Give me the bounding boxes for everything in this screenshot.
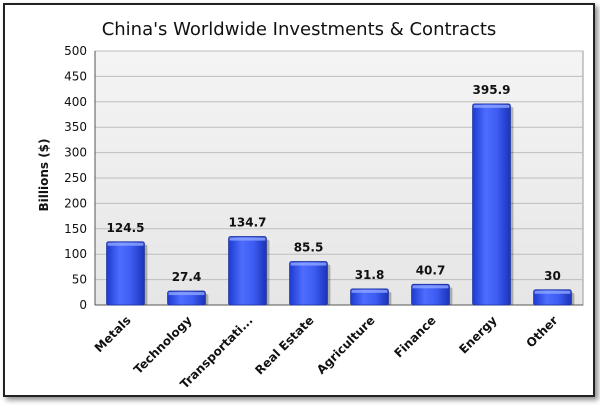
y-tick-label: 150 <box>64 222 87 236</box>
y-tick-label: 400 <box>64 95 87 109</box>
bar <box>289 261 328 306</box>
x-tick-label: Agriculture <box>314 313 378 377</box>
chart-title: China's Worldwide Investments & Contract… <box>102 19 497 40</box>
bar-top-highlight <box>168 292 205 296</box>
x-tick-label: Metals <box>92 313 134 355</box>
y-tick-label: 0 <box>79 298 87 312</box>
data-label: 124.5 <box>107 221 145 235</box>
data-label: 134.7 <box>229 216 267 230</box>
x-tick-label: Real Estate <box>252 313 316 377</box>
bar-top-highlight <box>351 289 388 293</box>
x-tick-label: Technology <box>131 313 195 377</box>
chart-frame: China's Worldwide Investments & Contract… <box>3 3 595 397</box>
y-tick-label: 500 <box>64 44 87 58</box>
data-label: 40.7 <box>416 263 446 277</box>
bar-top-highlight <box>473 104 510 108</box>
chart-canvas: China's Worldwide Investments & Contract… <box>37 19 584 391</box>
y-axis-label: Billions ($) <box>37 138 51 211</box>
y-tick-label: 300 <box>64 146 87 160</box>
y-tick-label: 350 <box>64 120 87 134</box>
y-tick-label: 50 <box>72 273 87 287</box>
bar-top-highlight <box>412 285 449 289</box>
bar-top-highlight <box>534 290 571 294</box>
data-label: 85.5 <box>294 241 324 255</box>
x-tick-label: Energy <box>456 313 499 356</box>
y-tick-label: 100 <box>64 247 87 261</box>
x-tick-label: Other <box>523 313 560 350</box>
bar <box>350 288 389 306</box>
bar-top-highlight <box>229 237 266 241</box>
data-label: 31.8 <box>355 268 385 282</box>
y-tick-label: 200 <box>64 196 87 210</box>
x-tick-label: Finance <box>391 313 438 360</box>
plot-area: 0 50 100 150 200 250 300 350 400 450 500 124.5 Metal… <box>64 44 584 391</box>
bar <box>106 241 145 306</box>
data-label: 30 <box>544 269 561 283</box>
y-tick-label: 250 <box>64 171 87 185</box>
data-label: 395.9 <box>473 83 511 97</box>
bar <box>228 236 267 306</box>
bar <box>472 103 511 306</box>
y-tick-label: 450 <box>64 69 87 83</box>
bar-top-highlight <box>107 242 144 246</box>
bar-top-highlight <box>290 262 327 266</box>
data-label: 27.4 <box>172 270 202 284</box>
bar <box>411 283 450 306</box>
